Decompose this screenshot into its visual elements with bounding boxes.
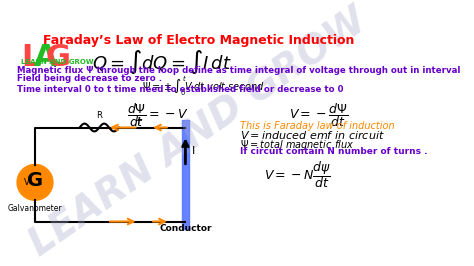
Text: G: G xyxy=(46,43,71,72)
Text: $\dfrac{d\Psi}{dt} = -V$: $\dfrac{d\Psi}{dt} = -V$ xyxy=(128,101,189,129)
Text: LEARN AND GROW: LEARN AND GROW xyxy=(23,2,375,264)
Text: This is Faraday law of induction: This is Faraday law of induction xyxy=(240,121,395,131)
Text: $V = -\dfrac{d\Psi}{dt}$: $V = -\dfrac{d\Psi}{dt}$ xyxy=(289,101,348,129)
Text: +: + xyxy=(135,116,142,126)
Text: V: V xyxy=(24,178,30,187)
Text: $V = \mathit{induced\ emf\ in\ circuit}$: $V = \mathit{induced\ emf\ in\ circuit}$ xyxy=(240,129,385,141)
Circle shape xyxy=(18,165,52,200)
Text: $V = -N\dfrac{d\psi}{dt}$: $V = -N\dfrac{d\psi}{dt}$ xyxy=(264,159,331,190)
Text: Time interval 0 to t time need to established field or decrease to 0: Time interval 0 to t time need to establ… xyxy=(17,85,344,94)
Text: −: − xyxy=(134,217,143,227)
Text: $\Psi = \mathit{total\ magnetic\ flux}$: $\Psi = \mathit{total\ magnetic\ flux}$ xyxy=(240,139,355,152)
Text: Field being decrease to zero .: Field being decrease to zero . xyxy=(17,74,162,83)
Text: Conductor: Conductor xyxy=(159,224,212,233)
Text: R: R xyxy=(96,111,102,120)
Text: Magnetic flux Ψ through the loop define as time integral of voltage through out : Magnetic flux Ψ through the loop define … xyxy=(17,66,460,75)
Text: If circuit contain N number of turns .: If circuit contain N number of turns . xyxy=(240,147,428,156)
Text: A: A xyxy=(34,43,58,72)
Text: $Q = \int dQ = \int I\, dt$: $Q = \int dQ = \int I\, dt$ xyxy=(92,48,232,76)
Text: G: G xyxy=(27,171,43,190)
Text: $\Psi = \pm \int_0^t V\, dt\ \mathit{volt\ second}$: $\Psi = \pm \int_0^t V\, dt\ \mathit{vol… xyxy=(142,74,265,98)
Text: Galvanometer: Galvanometer xyxy=(8,204,62,213)
Text: LEARN AND GROW: LEARN AND GROW xyxy=(21,59,93,65)
Text: Faraday’s Law of Electro Magnetic Induction: Faraday’s Law of Electro Magnetic Induct… xyxy=(43,34,355,47)
Text: L: L xyxy=(21,43,40,72)
Text: I: I xyxy=(191,146,195,156)
